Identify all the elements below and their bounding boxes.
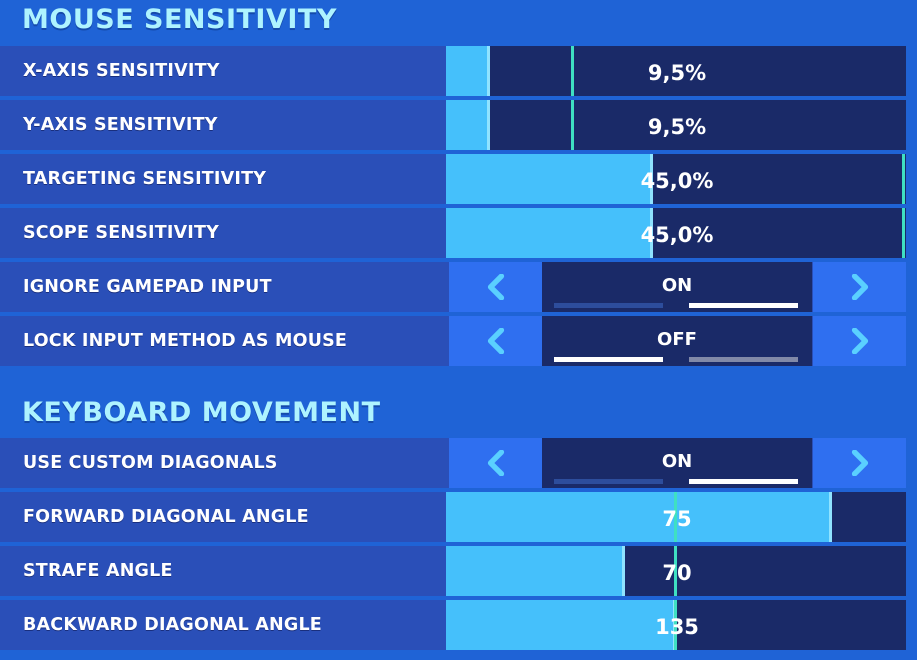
setting-label: IGNORE GAMEPAD INPUT bbox=[23, 277, 272, 297]
chevron-right-icon bbox=[850, 274, 870, 300]
toggle-indicator-on bbox=[689, 357, 798, 362]
x-axis-sensitivity-slider[interactable]: 9,5% bbox=[446, 46, 906, 96]
slider-default-marker bbox=[570, 46, 574, 96]
toggle-indicator-on bbox=[689, 303, 798, 308]
next-option-button[interactable] bbox=[813, 262, 906, 312]
slider-fill bbox=[446, 100, 490, 150]
chevron-right-icon bbox=[850, 450, 870, 476]
next-option-button[interactable] bbox=[813, 438, 906, 488]
slider-default-marker bbox=[570, 100, 574, 150]
toggle-indicator-off bbox=[554, 357, 663, 362]
setting-row-lock-input-method-as-mouse: LOCK INPUT METHOD AS MOUSE OFF bbox=[0, 316, 906, 366]
ignore-gamepad-input-toggle: ON bbox=[446, 262, 906, 312]
lock-input-method-as-mouse-toggle: OFF bbox=[446, 316, 906, 366]
chevron-left-icon bbox=[486, 328, 506, 354]
setting-label: SCOPE SENSITIVITY bbox=[23, 223, 220, 243]
setting-label: USE CUSTOM DIAGONALS bbox=[23, 453, 278, 473]
slider-value: 9,5% bbox=[647, 61, 707, 85]
y-axis-sensitivity-slider[interactable]: 9,5% bbox=[446, 100, 906, 150]
section-title-keyboard-movement: KEYBOARD MOVEMENT bbox=[22, 397, 381, 428]
slider-fill bbox=[446, 492, 833, 542]
setting-row-backward-diagonal-angle: BACKWARD DIAGONAL ANGLE 135 bbox=[0, 600, 906, 650]
setting-label: STRAFE ANGLE bbox=[23, 561, 173, 581]
scope-sensitivity-slider[interactable]: 45,0% bbox=[446, 208, 906, 258]
setting-label: BACKWARD DIAGONAL ANGLE bbox=[23, 615, 322, 635]
slider-default-marker bbox=[674, 492, 677, 542]
setting-row-targeting-sensitivity: TARGETING SENSITIVITY 45,0% bbox=[0, 154, 906, 204]
targeting-sensitivity-slider[interactable]: 45,0% bbox=[446, 154, 906, 204]
setting-row-x-axis-sensitivity: X-AXIS SENSITIVITY 9,5% bbox=[0, 46, 906, 96]
use-custom-diagonals-toggle: ON bbox=[446, 438, 906, 488]
setting-row-strafe-angle: STRAFE ANGLE 70 bbox=[0, 546, 906, 596]
toggle-indicator-off bbox=[554, 303, 663, 308]
setting-label: FORWARD DIAGONAL ANGLE bbox=[23, 507, 309, 527]
next-option-button[interactable] bbox=[813, 316, 906, 366]
section-title-mouse-sensitivity: MOUSE SENSITIVITY bbox=[22, 4, 337, 35]
toggle-indicator-off bbox=[554, 479, 663, 484]
forward-diagonal-angle-slider[interactable]: 75 bbox=[446, 492, 906, 542]
setting-label: LOCK INPUT METHOD AS MOUSE bbox=[23, 331, 348, 351]
slider-value: 75 bbox=[662, 507, 692, 531]
setting-label: TARGETING SENSITIVITY bbox=[23, 169, 267, 189]
setting-label: Y-AXIS SENSITIVITY bbox=[23, 115, 218, 135]
toggle-state-label: OFF bbox=[657, 329, 697, 350]
setting-row-y-axis-sensitivity: Y-AXIS SENSITIVITY 9,5% bbox=[0, 100, 906, 150]
chevron-left-icon bbox=[486, 274, 506, 300]
slider-value: 70 bbox=[662, 561, 692, 585]
setting-row-use-custom-diagonals: USE CUSTOM DIAGONALS ON bbox=[0, 438, 906, 488]
slider-fill bbox=[446, 154, 653, 204]
slider-fill bbox=[446, 546, 626, 596]
setting-label: X-AXIS SENSITIVITY bbox=[23, 61, 220, 81]
slider-default-marker bbox=[674, 600, 677, 650]
toggle-state-label: ON bbox=[661, 275, 693, 296]
toggle-state-display: ON bbox=[542, 262, 812, 312]
slider-default-marker bbox=[674, 546, 677, 596]
strafe-angle-slider[interactable]: 70 bbox=[446, 546, 906, 596]
toggle-state-display: OFF bbox=[542, 316, 812, 366]
slider-default-marker bbox=[901, 208, 905, 258]
slider-value: 9,5% bbox=[647, 115, 707, 139]
chevron-left-icon bbox=[486, 450, 506, 476]
slider-default-marker bbox=[901, 154, 905, 204]
previous-option-button[interactable] bbox=[449, 262, 542, 312]
setting-row-ignore-gamepad-input: IGNORE GAMEPAD INPUT ON bbox=[0, 262, 906, 312]
slider-fill bbox=[446, 208, 653, 258]
previous-option-button[interactable] bbox=[449, 316, 542, 366]
toggle-state-display: ON bbox=[542, 438, 812, 488]
previous-option-button[interactable] bbox=[449, 438, 542, 488]
chevron-right-icon bbox=[850, 328, 870, 354]
slider-value: 45,0% bbox=[640, 223, 714, 247]
backward-diagonal-angle-slider[interactable]: 135 bbox=[446, 600, 906, 650]
toggle-indicator-on bbox=[689, 479, 798, 484]
setting-row-scope-sensitivity: SCOPE SENSITIVITY 45,0% bbox=[0, 208, 906, 258]
slider-fill bbox=[446, 600, 676, 650]
toggle-state-label: ON bbox=[661, 451, 693, 472]
slider-value: 135 bbox=[655, 615, 699, 639]
slider-value: 45,0% bbox=[640, 169, 714, 193]
setting-row-forward-diagonal-angle: FORWARD DIAGONAL ANGLE 75 bbox=[0, 492, 906, 542]
slider-fill bbox=[446, 46, 490, 96]
